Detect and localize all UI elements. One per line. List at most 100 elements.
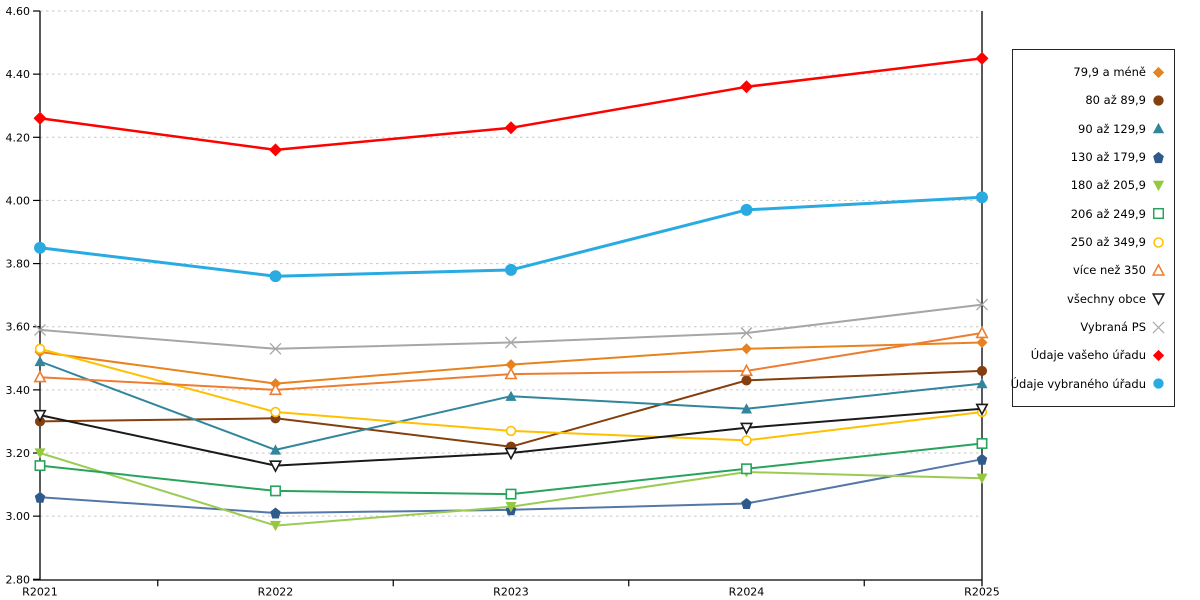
y-axis-tick-label: 3.60 [6,321,31,334]
data-point-79-9-a-mene-R2025 [976,337,988,348]
series-vybrana-ps [34,298,988,355]
legend: 79,9 a méně 80 až 89,9 90 až 129,9 130 až 1… [1011,49,1175,407]
legend-item-label: Údaje vašeho úřadu [1030,348,1146,363]
data-point-130-az-179-9-R2021 [34,491,46,503]
series-206-az-249-9 [34,438,988,500]
x-axis-tick-label: R2025 [964,585,1000,598]
series-vsechny-obce [33,403,989,473]
legend-item-label: 130 až 179,9 [1070,150,1146,165]
legend-item-180-az-205-9: 180 až 205,9 [1017,178,1166,193]
data-point-250-az-349-9-R2022 [270,406,281,418]
legend-item-label: 206 až 249,9 [1070,206,1146,221]
y-axis-tick-label: 2.80 [6,573,31,586]
legend-item-udaje-vybraneho-uradu: Údaje vybraného úřadu [1011,376,1166,391]
data-point-79-9-a-mene-R2024 [741,343,752,355]
data-point-udaje-vaseho-uradu-R2023 [504,121,518,135]
series-79-9-a-mene [34,337,988,390]
legend-item-vsechny-obce: všechny obce [1017,291,1166,307]
x-axis-tick-label: R2022 [258,585,294,598]
legend-item-vybrana-ps: Vybraná PS [1017,320,1166,335]
legend-item-label: 80 až 89,9 [1085,93,1146,108]
legend-item-label: Údaje vybraného úřadu [1010,376,1146,391]
legend-item-79-9-a-mene: 79,9 a méně [1017,65,1166,80]
data-point-130-az-179-9-R2022 [270,507,281,519]
circle-legend-icon [1153,378,1164,389]
data-point-vybrana-ps-R2024 [740,327,753,339]
data-point-206-az-249-9-R2024 [741,463,752,475]
legend-item-label: všechny obce [1067,291,1146,306]
y-axis-tick-label: 3.00 [6,510,31,523]
data-point-udaje-vybraneho-uradu-R2023 [505,263,517,276]
data-point-90-az-129-9-R2021 [34,356,46,367]
data-point-206-az-249-9-R2021 [34,460,46,472]
data-point-udaje-vaseho-uradu-R2021 [33,111,47,125]
legend-item-130-az-179-9: 130 až 179,9 [1017,150,1166,165]
y-axis-tick-label: 3.80 [6,258,31,271]
diamond-legend-icon [1152,349,1165,362]
legend-item-250-az-349-9: 250 až 349,9 [1017,235,1166,250]
data-point-180-az-205-9-R2025 [976,473,988,484]
data-point-180-az-205-9-R2022 [270,520,281,532]
data-point-udaje-vaseho-uradu-R2025 [975,51,989,65]
data-point-udaje-vaseho-uradu-R2022 [269,143,282,157]
legend-item-label: více než 350 [1072,263,1146,278]
series-250-az-349-9 [34,343,988,446]
data-point-130-az-179-9-R2025 [976,453,988,465]
x-cross-legend-icon [1152,321,1165,334]
gridlines [40,10,982,517]
legend-item-vice-nez-350: více než 350 [1017,263,1166,278]
data-point-250-az-349-9-R2024 [741,435,752,446]
data-point-90-az-129-9-R2024 [741,403,752,414]
data-point-vsechny-obce-R2023 [504,447,518,461]
triangle-down-legend-icon [1152,180,1165,192]
y-axis-tick-label: 3.40 [6,384,31,397]
legend-item-206-az-249-9: 206 až 249,9 [1017,206,1166,221]
data-point-vsechny-obce-R2025 [975,403,989,417]
legend-item-90-az-129-9: 90 až 129,9 [1017,121,1166,136]
x-axis-tick-label: R2024 [729,585,765,598]
legend-item-label: 250 až 349,9 [1070,235,1146,250]
legend-item-label: Vybraná PS [1080,320,1146,335]
data-point-80-az-89-9-R2024 [741,375,752,386]
data-point-180-az-205-9-R2021 [34,448,46,459]
triangle-open-legend-icon [1151,263,1166,276]
legend-item-label: 90 až 129,9 [1078,121,1146,136]
data-point-vice-nez-350-R2021 [33,369,47,383]
diamond-legend-icon [1152,66,1165,78]
series-udaje-vaseho-uradu [33,51,989,157]
data-point-udaje-vaseho-uradu-R2024 [740,80,753,94]
data-point-206-az-249-9-R2023 [505,488,517,500]
data-point-130-az-179-9-R2024 [741,498,752,509]
data-point-vice-nez-350-R2024 [739,363,754,377]
triangle-legend-icon [1152,123,1165,134]
data-point-udaje-vybraneho-uradu-R2021 [34,241,46,254]
data-point-vybrana-ps-R2023 [505,336,517,349]
pentagon-legend-icon [1153,151,1164,163]
data-point-80-az-89-9-R2025 [976,365,988,376]
data-point-udaje-vybraneho-uradu-R2025 [976,191,988,204]
legend-item-80-az-89-9: 80 až 89,9 [1017,93,1166,108]
data-point-vsechny-obce-R2024 [739,422,754,436]
legend-item-udaje-vaseho-uradu: Údaje vašeho úřadu [1017,348,1166,363]
series-90-az-129-9 [34,356,988,455]
data-point-250-az-349-9-R2023 [505,425,517,437]
data-point-vybrana-ps-R2025 [976,298,988,311]
legend-item-label: 180 až 205,9 [1070,178,1146,193]
circle-open-legend-icon [1153,236,1164,248]
data-point-vice-nez-350-R2023 [504,366,518,380]
triangle-down-open-legend-icon [1151,293,1166,307]
data-point-250-az-349-9-R2021 [34,343,46,354]
x-axis-tick-label: R2023 [493,585,529,598]
circle-legend-icon [1153,95,1164,106]
data-point-vybrana-ps-R2021 [34,323,46,336]
data-point-90-az-129-9-R2023 [505,390,517,401]
x-axis-tick-label: R2021 [22,585,58,598]
y-axis-tick-label: 3.20 [6,447,31,460]
data-point-udaje-vybraneho-uradu-R2022 [269,270,282,283]
data-point-79-9-a-mene-R2023 [505,359,517,371]
data-point-vybrana-ps-R2022 [269,342,282,355]
data-point-180-az-205-9-R2023 [505,502,517,513]
data-point-vsechny-obce-R2022 [268,460,283,473]
series-vice-nez-350 [33,325,989,396]
